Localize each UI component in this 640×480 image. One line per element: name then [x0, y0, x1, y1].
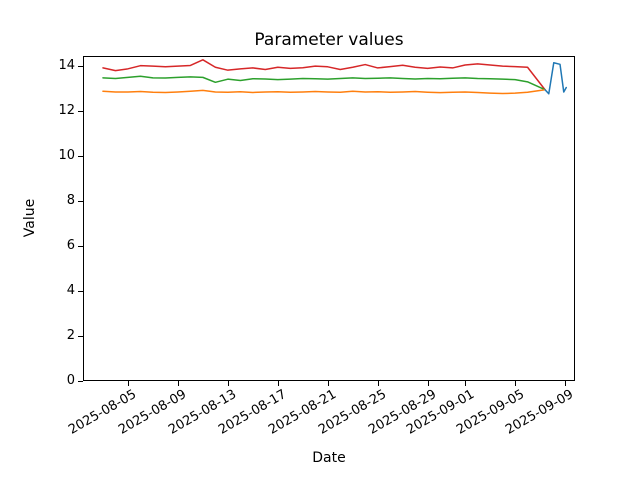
y-tick-label: 14	[58, 58, 75, 74]
y-tick-label: 2	[66, 328, 75, 344]
x-axis-label: Date	[312, 450, 346, 466]
y-tick-label: 8	[66, 193, 75, 209]
blue-line	[544, 62, 568, 95]
red-line	[102, 59, 546, 91]
chart-title: Parameter values	[254, 30, 404, 50]
y-tick-label: 0	[66, 373, 75, 388]
axes-frame	[83, 56, 575, 381]
y-tick-label: 4	[66, 283, 75, 299]
orange-line	[102, 88, 546, 95]
y-tick-label: 10	[58, 148, 75, 164]
y-tick-label: 6	[66, 238, 75, 254]
green-line	[102, 75, 546, 91]
y-tick-label: 12	[58, 103, 75, 119]
